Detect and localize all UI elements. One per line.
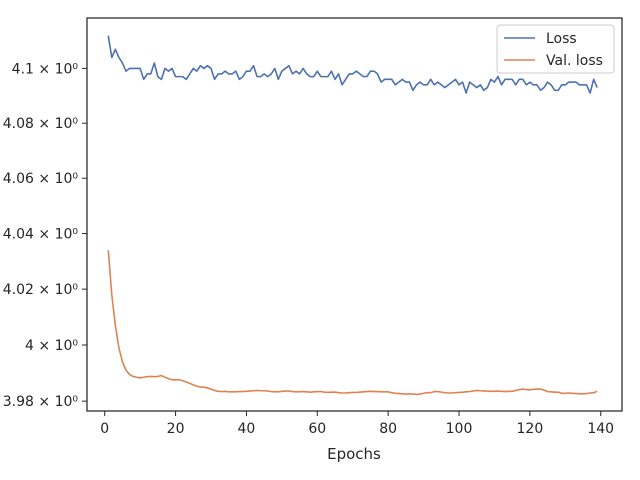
y-axis: 3.98 × 10⁰ 4 × 10⁰ 4.02 × 10⁰ 4.04 × 10⁰ 4.0… [3, 61, 87, 410]
y-tick-label: 4.08 × 10⁰ [3, 116, 79, 132]
series-layer [107, 35, 598, 396]
y-tick-label: 4 × 10⁰ [25, 338, 78, 354]
x-tick-label: 60 [308, 421, 326, 437]
legend-label-val-loss: Val. loss [546, 53, 603, 69]
y-tick-label: 3.98 × 10⁰ [3, 394, 79, 410]
y-tick-label: 4.06 × 10⁰ [3, 171, 79, 187]
plot-frame [86, 17, 623, 412]
x-tick-label: 40 [238, 421, 256, 437]
x-tick-label: 0 [100, 421, 109, 437]
y-tick-label: 4.04 × 10⁰ [3, 227, 79, 243]
x-axis-title: Epochs [327, 445, 381, 463]
x-tick-label: 20 [167, 421, 185, 437]
legend-box [496, 24, 615, 74]
x-tick-label: 140 [587, 421, 614, 437]
series-line-loss [107, 35, 598, 94]
legend-label-loss: Loss [546, 31, 577, 47]
series-line-val-loss [107, 250, 598, 396]
y-tick-label: 4.02 × 10⁰ [3, 282, 79, 298]
x-tick-label: 100 [446, 421, 473, 437]
x-tick-label: 80 [379, 421, 397, 437]
legend: Loss Val. loss [496, 24, 615, 74]
y-tick-label: 4.1 × 10⁰ [12, 61, 79, 77]
x-tick-label: 120 [517, 421, 544, 437]
x-axis: 0 20 40 60 80 100 120 140 [100, 411, 614, 437]
